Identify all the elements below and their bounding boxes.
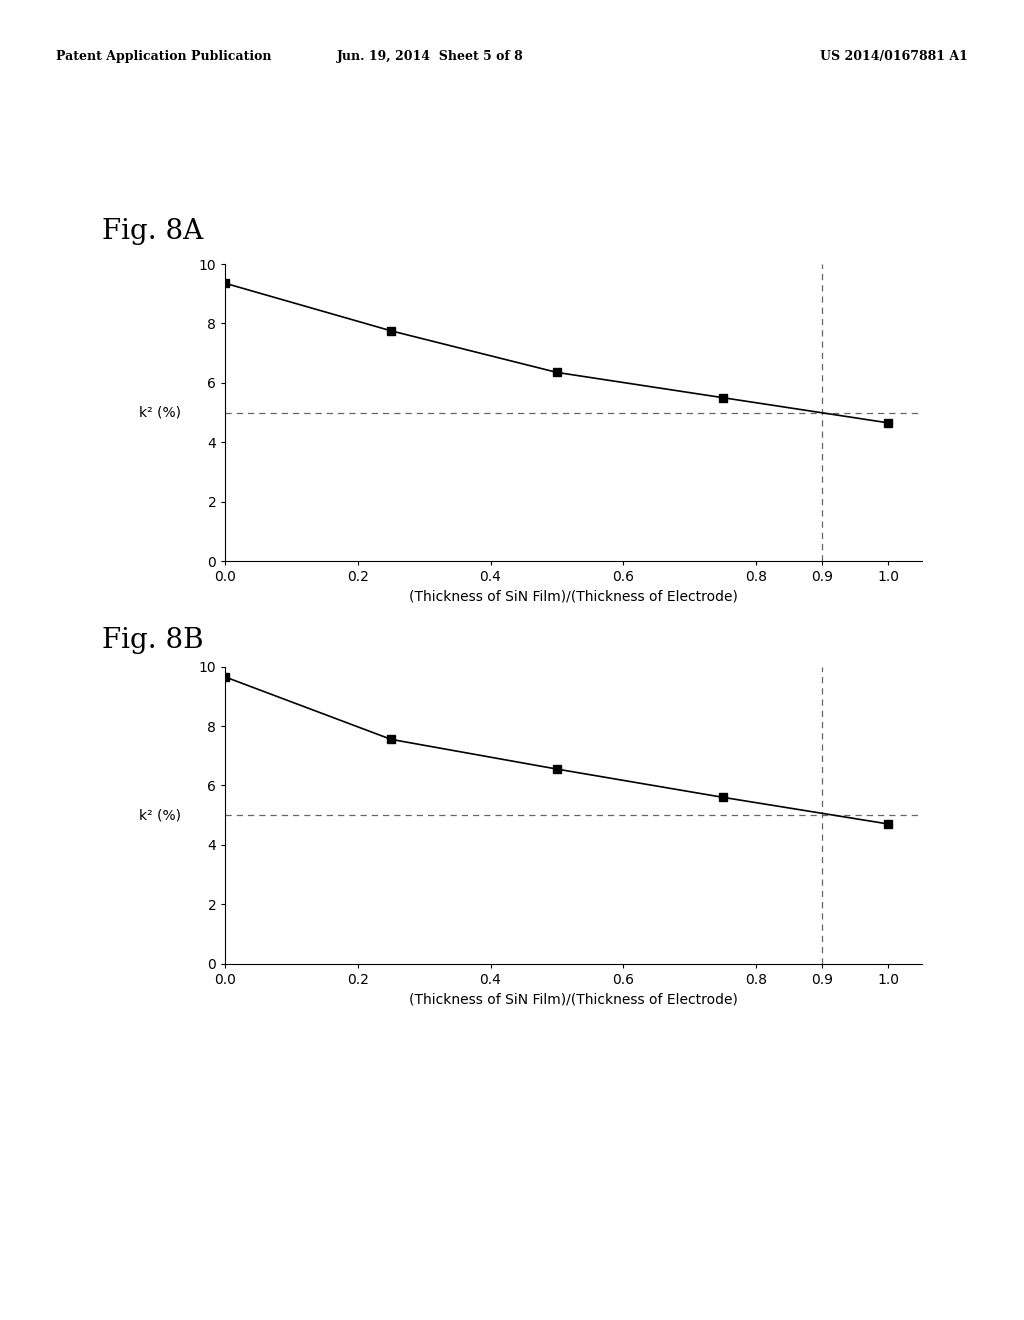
X-axis label: (Thickness of SiN Film)/(Thickness of Electrode): (Thickness of SiN Film)/(Thickness of El… [409, 993, 738, 1006]
Text: US 2014/0167881 A1: US 2014/0167881 A1 [820, 50, 968, 63]
Text: Fig. 8B: Fig. 8B [102, 627, 204, 653]
Y-axis label: k² (%): k² (%) [138, 405, 181, 420]
X-axis label: (Thickness of SiN Film)/(Thickness of Electrode): (Thickness of SiN Film)/(Thickness of El… [409, 590, 738, 603]
Text: Fig. 8A: Fig. 8A [102, 218, 204, 244]
Y-axis label: k² (%): k² (%) [138, 808, 181, 822]
Text: Patent Application Publication: Patent Application Publication [56, 50, 271, 63]
Text: Jun. 19, 2014  Sheet 5 of 8: Jun. 19, 2014 Sheet 5 of 8 [337, 50, 523, 63]
